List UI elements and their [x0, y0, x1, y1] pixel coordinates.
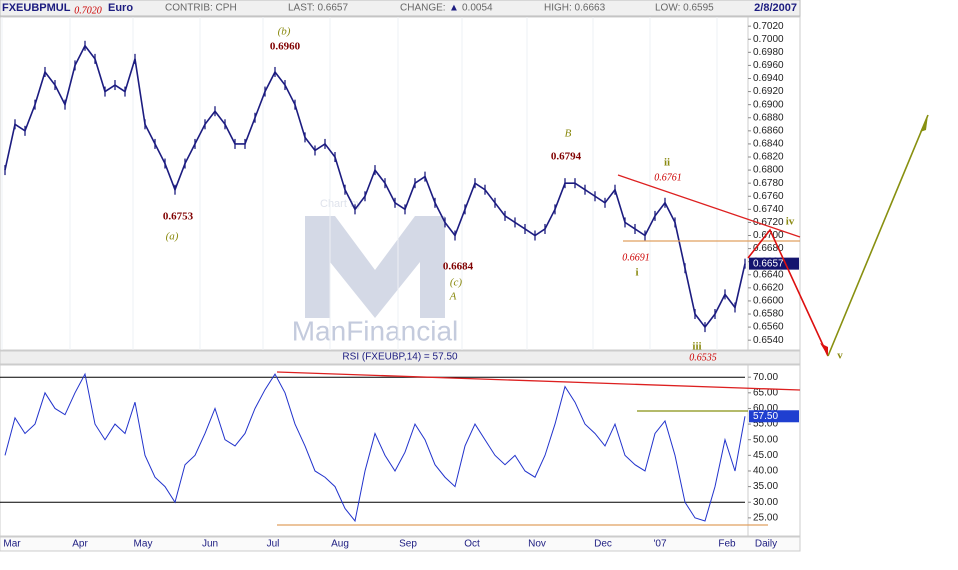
- annotation: A: [449, 291, 457, 303]
- x-tick-label: Dec: [594, 539, 612, 550]
- last-value-tag: [749, 410, 799, 423]
- grid-layer: [0, 17, 751, 519]
- projection-up: [827, 114, 929, 357]
- annotation: (a): [166, 231, 179, 243]
- y-tick-label: 50.00: [753, 434, 778, 445]
- change-arrow: ▲: [449, 3, 459, 14]
- x-tick-label: Jun: [202, 539, 218, 550]
- x-tick-label: Daily: [755, 539, 777, 550]
- x-tick-label: May: [134, 539, 153, 550]
- instrument-name: Euro: [108, 2, 133, 14]
- last-value-label: 0.6657: [753, 258, 784, 269]
- watermark-text: ManFinancial: [292, 315, 459, 346]
- arrow-head: [820, 343, 828, 356]
- logo-m: [305, 216, 445, 318]
- x-tick-label: Apr: [72, 539, 88, 550]
- y-tick-label: 0.6620: [753, 282, 784, 293]
- annotation: 0.6535: [689, 352, 717, 363]
- annotation: 0.6794: [551, 151, 582, 163]
- y-tick-label: 0.6580: [753, 309, 784, 320]
- watermark-logo: [305, 216, 445, 318]
- annotation: i: [635, 267, 638, 279]
- arrow-head: [920, 115, 928, 132]
- rsi-trendline: [276, 371, 801, 391]
- x-tick-label: '07: [653, 539, 666, 550]
- y-tick-label: 60.00: [753, 403, 778, 414]
- annotation: 0.6960: [270, 41, 301, 53]
- y-tick-label: 25.00: [753, 513, 778, 524]
- trendline: [617, 174, 801, 238]
- x-tick-label: Mar: [3, 539, 21, 550]
- y-tick-label: 0.6720: [753, 217, 784, 228]
- y-tick-label: 70.00: [753, 372, 778, 383]
- high: HIGH: 0.6663: [544, 3, 606, 14]
- x-tick-label: Oct: [464, 539, 480, 550]
- y-tick-label: 0.6640: [753, 269, 784, 280]
- plot-layer: Mar Apr May Jun Jul Aug Sep Oct Nov Dec '07 Feb Dail…: [3, 5, 843, 549]
- y-tick-label: 0.6840: [753, 139, 784, 150]
- y-tick-label: 0.6960: [753, 60, 784, 71]
- y-tick-label: 0.7000: [753, 34, 784, 45]
- y-tick-label: 0.6600: [753, 296, 784, 307]
- change-value: 0.0054: [462, 3, 493, 14]
- y-tick-label: 0.6900: [753, 99, 784, 110]
- y-tick-label: 0.6880: [753, 112, 784, 123]
- annotation: 0.6684: [443, 261, 474, 273]
- y-tick-label: 0.6820: [753, 152, 784, 163]
- contrib: CONTRIB: CPH: [165, 3, 237, 14]
- annotation: (b): [278, 26, 291, 38]
- y-tick-label: 0.6920: [753, 86, 784, 97]
- annotation: v: [837, 350, 843, 362]
- header-bar: [0, 0, 801, 17]
- annotation: B: [565, 128, 572, 140]
- low: LOW: 0.6595: [655, 3, 714, 14]
- annotation: ii: [664, 157, 670, 169]
- symbol: FXEUBPMUL: [2, 2, 71, 14]
- annotation: 0.6753: [163, 211, 194, 223]
- y-tick-label: 0.6560: [753, 322, 784, 333]
- y-tick-label: 0.6760: [753, 191, 784, 202]
- rsi-title-bar: [0, 350, 801, 365]
- date: 2/8/2007: [754, 2, 797, 14]
- y-tick-label: 55.00: [753, 419, 778, 430]
- last: LAST: 0.6657: [288, 3, 348, 14]
- x-tick-label: Jul: [267, 539, 280, 550]
- annotation: 0.6761: [654, 172, 682, 183]
- y-tick-label: 0.6700: [753, 230, 784, 241]
- rsi-axis: [747, 364, 801, 537]
- y-tick-label: 0.6780: [753, 178, 784, 189]
- rsi-line: [4, 372, 746, 523]
- x-tick-label: Aug: [331, 539, 349, 550]
- rsi-panel: [0, 364, 749, 537]
- y-tick-label: 30.00: [753, 497, 778, 508]
- rsi-title: RSI (FXEUBP,14) = 57.50: [342, 352, 458, 363]
- y-tick-label: 0.6860: [753, 125, 784, 136]
- annotation: 0.6691: [622, 252, 650, 263]
- x-tick-label: Nov: [528, 539, 546, 550]
- y-tick-label: 65.00: [753, 387, 778, 398]
- y-tick-label: 0.6740: [753, 204, 784, 215]
- projection-down: [747, 228, 829, 357]
- annotation: (c): [450, 277, 463, 289]
- y-tick-label: 35.00: [753, 481, 778, 492]
- date-axis: [0, 536, 801, 552]
- x-tick-label: Feb: [718, 539, 736, 550]
- y-tick-label: 0.6680: [753, 243, 784, 254]
- x-tick-label: Sep: [399, 539, 417, 550]
- y-tick-label: 0.6800: [753, 165, 784, 176]
- y-tick-label: 0.6940: [753, 73, 784, 84]
- annotation: iv: [786, 216, 795, 228]
- annotation: iii: [692, 341, 701, 353]
- y-tick-label: 40.00: [753, 466, 778, 477]
- y-tick-label: 0.6540: [753, 335, 784, 346]
- y-tick-label: 0.7020: [753, 21, 784, 32]
- change-label: CHANGE:: [400, 3, 446, 14]
- annotation: 0.7020: [74, 5, 102, 16]
- y-tick-label: 0.6980: [753, 47, 784, 58]
- y-tick-label: 45.00: [753, 450, 778, 461]
- last-value-label: 57.50: [753, 411, 778, 422]
